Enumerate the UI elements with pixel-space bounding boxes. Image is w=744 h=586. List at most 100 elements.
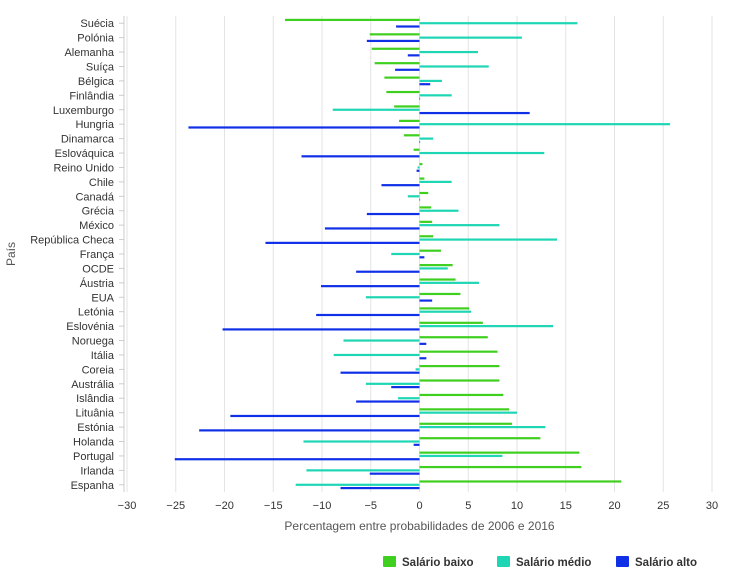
bar-salario-alto[interactable] <box>366 39 420 43</box>
bar-salario-baixo[interactable] <box>413 148 420 151</box>
bar-salario-baixo[interactable] <box>403 134 420 137</box>
bar-salario-baixo[interactable] <box>284 18 420 22</box>
bar-salario-alto[interactable] <box>381 184 420 187</box>
bar-salario-alto[interactable] <box>230 414 420 418</box>
legend[interactable]: Salário baixo Salário médio Salário alto <box>383 556 697 569</box>
bar-salario-medio[interactable] <box>419 310 472 313</box>
bar-salario-baixo[interactable] <box>419 321 483 324</box>
bar-salario-alto[interactable] <box>340 371 420 374</box>
bar-salario-baixo[interactable] <box>419 451 580 454</box>
bar-salario-baixo[interactable] <box>419 336 488 339</box>
bar-salario-baixo[interactable] <box>384 76 420 79</box>
bar-salario-baixo[interactable] <box>419 249 441 252</box>
bar-salario-alto[interactable] <box>391 386 420 389</box>
bar-salario-baixo[interactable] <box>369 33 420 36</box>
bar-salario-alto[interactable] <box>419 198 421 201</box>
bar-salario-alto[interactable] <box>222 328 420 331</box>
bar-salario-baixo[interactable] <box>419 379 500 382</box>
bar-salario-medio[interactable] <box>415 368 420 371</box>
bar-salario-medio[interactable] <box>332 108 420 111</box>
bar-salario-baixo[interactable] <box>419 206 432 209</box>
bar-salario-alto[interactable] <box>419 256 425 259</box>
bar-salario-alto[interactable] <box>356 270 420 273</box>
bar-salario-baixo[interactable] <box>419 350 498 353</box>
bar-salario-medio[interactable] <box>419 123 671 126</box>
bar-salario-medio[interactable] <box>419 224 500 227</box>
bar-salario-medio[interactable] <box>419 22 578 25</box>
bar-salario-baixo[interactable] <box>419 480 622 483</box>
bar-salario-medio[interactable] <box>419 36 522 39</box>
legend-swatch[interactable] <box>616 556 629 567</box>
bar-salario-alto[interactable] <box>316 313 420 317</box>
bar-salario-medio[interactable] <box>419 65 489 68</box>
bar-salario-medio[interactable] <box>419 50 479 54</box>
bar-salario-baixo[interactable] <box>419 422 513 425</box>
bar-salario-baixo[interactable] <box>419 437 541 440</box>
bar-salario-alto[interactable] <box>340 486 420 490</box>
bar-salario-baixo[interactable] <box>419 465 582 469</box>
bar-salario-alto[interactable] <box>419 140 421 144</box>
bar-salario-medio[interactable] <box>419 425 546 429</box>
bar-salario-alto[interactable] <box>419 111 530 115</box>
bar-salario-alto[interactable] <box>301 155 420 158</box>
bar-salario-baixo[interactable] <box>386 90 420 94</box>
bar-salario-medio[interactable] <box>419 454 503 458</box>
legend-swatch[interactable] <box>497 556 510 567</box>
bar-salario-medio[interactable] <box>333 353 420 357</box>
bar-salario-baixo[interactable] <box>399 119 420 122</box>
bar-salario-medio[interactable] <box>419 79 442 83</box>
bar-salario-medio[interactable] <box>407 195 420 198</box>
bar-salario-medio[interactable] <box>365 296 420 299</box>
bar-salario-alto[interactable] <box>356 400 420 403</box>
bar-salario-alto[interactable] <box>416 169 420 172</box>
legend-swatch[interactable] <box>383 556 396 567</box>
bar-salario-alto[interactable] <box>324 227 420 230</box>
bar-salario-alto[interactable] <box>265 241 420 244</box>
bar-salario-medio[interactable] <box>419 180 452 183</box>
bar-salario-baixo[interactable] <box>371 47 420 50</box>
bar-salario-medio[interactable] <box>419 281 479 284</box>
bar-salario-medio[interactable] <box>295 483 420 486</box>
bar-salario-alto[interactable] <box>419 97 421 100</box>
bar-salario-medio[interactable] <box>419 238 557 241</box>
bar-salario-alto[interactable] <box>188 126 420 129</box>
bar-salario-alto[interactable] <box>419 299 433 302</box>
bar-salario-baixo[interactable] <box>419 393 504 397</box>
bar-salario-medio[interactable] <box>365 382 420 385</box>
bar-salario-alto[interactable] <box>321 285 420 288</box>
bar-salario-medio[interactable] <box>343 339 420 342</box>
bar-salario-baixo[interactable] <box>419 264 453 267</box>
bar-salario-medio[interactable] <box>417 166 420 169</box>
bar-salario-alto[interactable] <box>366 212 420 216</box>
bar-salario-baixo[interactable] <box>419 220 433 223</box>
bar-salario-baixo[interactable] <box>419 191 429 195</box>
bar-salario-medio[interactable] <box>419 94 452 97</box>
bar-salario-alto[interactable] <box>419 342 427 345</box>
bar-salario-baixo[interactable] <box>419 235 434 238</box>
legend-label[interactable]: Salário alto <box>635 557 697 569</box>
bar-salario-baixo[interactable] <box>419 177 425 180</box>
bar-salario-alto[interactable] <box>395 68 420 71</box>
legend-label[interactable]: Salário médio <box>516 557 591 569</box>
bar-salario-baixo[interactable] <box>419 364 500 368</box>
bar-salario-alto[interactable] <box>369 472 420 475</box>
bar-salario-baixo[interactable] <box>419 163 423 166</box>
bar-salario-alto[interactable] <box>419 357 427 360</box>
bar-salario-baixo[interactable] <box>419 278 456 281</box>
bar-salario-alto[interactable] <box>396 25 420 28</box>
bar-salario-baixo[interactable] <box>419 408 510 411</box>
bar-salario-alto[interactable] <box>407 54 420 57</box>
bar-salario-medio[interactable] <box>419 151 545 155</box>
bar-salario-alto[interactable] <box>419 83 431 86</box>
bar-salario-medio[interactable] <box>391 252 420 256</box>
bar-salario-medio[interactable] <box>306 469 420 472</box>
bar-salario-medio[interactable] <box>419 137 434 140</box>
bar-salario-medio[interactable] <box>419 209 459 212</box>
bar-salario-medio[interactable] <box>398 397 420 400</box>
bar-salario-medio[interactable] <box>303 440 420 443</box>
bar-salario-alto[interactable] <box>413 443 420 446</box>
bar-salario-medio[interactable] <box>419 325 554 328</box>
legend-label[interactable]: Salário baixo <box>402 557 474 569</box>
bar-salario-medio[interactable] <box>419 267 448 270</box>
bar-salario-baixo[interactable] <box>394 105 420 108</box>
